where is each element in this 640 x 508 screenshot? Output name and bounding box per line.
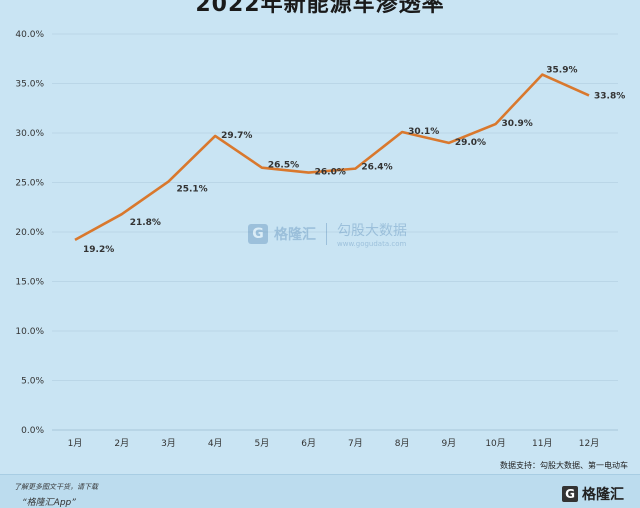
data-label: 26.0% [315, 168, 346, 178]
y-tick-label: 10.0% [15, 327, 44, 337]
footer-logo-icon: G [562, 486, 578, 502]
data-label: 30.1% [408, 127, 439, 137]
x-tick-label: 1月 [68, 438, 83, 449]
x-tick-label: 4月 [208, 438, 223, 449]
x-tick-label: 6月 [301, 438, 316, 449]
data-label: 30.9% [502, 119, 533, 129]
footer-promo-line1: 了解更多图文干货，请下载 [14, 483, 98, 491]
x-tick-label: 5月 [255, 438, 270, 449]
y-axis-ticks: 0.0% 5.0% 10.0% 15.0% 20.0% 25.0% 30.0% 35.0% 40… [15, 30, 44, 436]
data-label: 26.4% [361, 163, 392, 173]
data-label: 35.9% [546, 66, 577, 76]
penetration-rate-line [74, 73, 590, 242]
watermark-sub-brand: 勾股大数据 [337, 223, 407, 239]
x-axis-ticks: 1月 2月 3月 4月 5月 6月 7月 8月 9月 10月 11月 12月 [68, 438, 600, 449]
x-tick-label: 8月 [395, 438, 410, 449]
y-tick-label: 35.0% [15, 80, 44, 90]
watermark-separator [326, 223, 327, 245]
footer-logo-text: 格隆汇 [582, 487, 624, 503]
y-tick-label: 40.0% [15, 30, 44, 40]
data-label: 21.8% [130, 218, 161, 228]
data-label: 26.5% [268, 161, 299, 171]
x-tick-label: 12月 [579, 438, 599, 449]
y-tick-label: 20.0% [15, 228, 44, 238]
watermark-sub-url: www.gogudata.com [337, 240, 407, 248]
x-tick-label: 3月 [161, 438, 176, 449]
line-chart: 0.0% 5.0% 10.0% 15.0% 20.0% 25.0% 30.0% 35.0% 40… [15, 30, 625, 449]
y-tick-label: 25.0% [15, 179, 44, 189]
chart-title: 2022年新能源车渗透率 [195, 0, 445, 17]
x-tick-label: 7月 [348, 438, 363, 449]
data-labels: 19.2% 21.8% 25.1% 29.7% 26.5% 26.0% 26.4% 30.1%… [83, 66, 625, 255]
footer-promo-line2: “格隆汇App” [22, 498, 76, 508]
data-label: 29.7% [221, 131, 252, 141]
x-tick-label: 11月 [532, 438, 552, 449]
y-tick-label: 5.0% [21, 377, 44, 387]
data-source: 数据支持：勾股大数据、第一电动车 [500, 461, 628, 470]
x-tick-label: 9月 [441, 438, 456, 449]
watermark-sub: 勾股大数据 www.gogudata.com [337, 220, 407, 248]
footer-band [0, 474, 640, 508]
x-tick-label: 10月 [485, 438, 505, 449]
y-tick-label: 15.0% [15, 278, 44, 288]
data-label: 33.8% [594, 91, 625, 101]
data-label: 25.1% [176, 185, 207, 195]
watermark: G 格隆汇 勾股大数据 www.gogudata.com [248, 220, 407, 248]
watermark-brand: 格隆汇 [274, 227, 316, 243]
x-tick-label: 2月 [114, 438, 129, 449]
y-tick-label: 0.0% [21, 426, 44, 436]
grid-lines [52, 33, 618, 431]
footer-logo: G 格隆汇 [562, 484, 624, 504]
data-label: 29.0% [455, 138, 486, 148]
watermark-logo-icon: G [248, 224, 268, 244]
data-label: 19.2% [83, 245, 114, 255]
y-tick-label: 30.0% [15, 129, 44, 139]
